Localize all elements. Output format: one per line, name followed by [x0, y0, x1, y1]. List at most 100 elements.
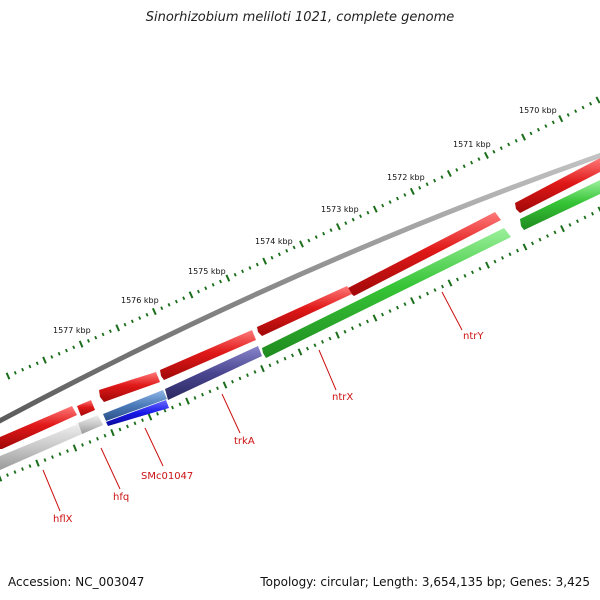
minor-tick — [238, 376, 242, 381]
minor-tick — [233, 272, 237, 277]
minor-tick — [329, 228, 333, 232]
gene-reverse-hflX[interactable] — [0, 424, 82, 470]
minor-tick — [351, 217, 355, 222]
accession-text: Accession: NC_003047 — [8, 575, 145, 589]
minor-tick — [201, 392, 204, 397]
minor-tick — [581, 105, 585, 110]
major-tick — [188, 291, 194, 299]
minor-tick — [322, 231, 326, 236]
major-tick — [522, 243, 528, 251]
gene-label-ntrY[interactable]: ntrY — [463, 331, 484, 342]
minor-tick — [178, 402, 182, 407]
minor-tick — [241, 269, 245, 274]
minor-tick — [470, 270, 475, 275]
major-tick — [597, 206, 600, 213]
major-tick — [446, 169, 452, 178]
minor-tick — [204, 286, 208, 291]
gene-forward-3[interactable] — [257, 286, 352, 336]
minor-tick — [492, 149, 496, 154]
major-tick — [185, 397, 190, 405]
minor-tick — [320, 340, 325, 344]
tick-label-1570: 1570 kbp — [519, 106, 557, 115]
minor-tick — [133, 421, 137, 426]
gene-reverse-SMc01047[interactable] — [106, 400, 169, 426]
minor-tick — [72, 345, 76, 350]
leader-line-trkA — [221, 393, 241, 434]
major-tick — [151, 307, 157, 316]
major-tick — [335, 331, 340, 339]
major-tick — [299, 240, 304, 248]
minor-tick — [493, 259, 497, 264]
gene-forward-7[interactable] — [0, 406, 77, 449]
tick-label-1574: 1574 kbp — [255, 237, 293, 246]
gene-labels: ntrY ntrX trkA SMc01047 hfq hflX — [42, 291, 484, 525]
minor-tick — [395, 196, 400, 201]
minor-tick — [231, 379, 234, 384]
leader-line-hflX — [42, 469, 61, 512]
gene-reverse-steelblue[interactable] — [103, 390, 167, 421]
gene-label-ntrX[interactable]: ntrX — [332, 392, 353, 403]
gene-reverse-hfq[interactable] — [78, 415, 103, 434]
minor-tick — [283, 356, 287, 361]
gene-forward-1[interactable] — [515, 158, 600, 213]
gene-reverse-ntrY[interactable] — [520, 180, 600, 230]
major-tick — [372, 205, 378, 213]
major-tick — [521, 133, 526, 141]
major-tick — [262, 257, 268, 265]
gene-forward-5[interactable] — [99, 372, 160, 402]
major-tick — [484, 151, 489, 159]
minor-tick — [57, 351, 61, 356]
minor-tick — [6, 473, 9, 477]
minor-tick — [566, 113, 570, 117]
gene-label-hfq[interactable]: hfq — [113, 492, 129, 503]
minor-tick — [21, 467, 24, 471]
genome-title: Sinorhizobium meliloti 1021, complete ge… — [145, 10, 455, 25]
minor-tick — [86, 339, 90, 343]
minor-tick — [253, 370, 257, 374]
minor-tick — [515, 248, 520, 253]
major-tick — [0, 475, 3, 482]
minor-tick — [163, 408, 167, 413]
major-tick — [147, 413, 153, 421]
minor-tick — [285, 249, 289, 253]
minor-tick — [126, 424, 129, 429]
gene-forward-4[interactable] — [160, 330, 256, 380]
minor-tick — [58, 452, 62, 456]
minor-tick — [544, 124, 548, 128]
minor-tick — [344, 221, 348, 225]
minor-tick — [583, 215, 587, 220]
gene-label-SMc01047[interactable]: SMc01047 — [141, 471, 193, 482]
major-tick — [595, 96, 600, 104]
reverse-strand-genes — [0, 180, 600, 470]
gene-label-hflX[interactable]: hflX — [53, 514, 73, 525]
tick-label-1576: 1576 kbp — [121, 296, 159, 305]
major-tick — [5, 372, 11, 380]
gene-forward-2[interactable] — [348, 212, 501, 296]
minor-tick — [182, 296, 186, 301]
minor-tick — [94, 335, 98, 340]
gene-reverse-ntrX[interactable] — [262, 228, 511, 358]
gene-label-trkA[interactable]: trkA — [234, 436, 255, 447]
minor-tick — [314, 235, 318, 239]
gene-forward-6[interactable] — [77, 400, 95, 416]
major-tick — [409, 187, 415, 196]
major-tick — [560, 225, 565, 233]
minor-tick — [388, 309, 392, 313]
minor-tick — [118, 427, 122, 432]
minor-tick — [13, 470, 17, 474]
minor-tick — [123, 322, 127, 327]
minor-tick — [359, 214, 363, 218]
outer-tick-marks — [5, 96, 600, 380]
minor-tick — [141, 418, 144, 422]
tick-label-1577: 1577 kbp — [53, 326, 91, 335]
gene-reverse-trkA[interactable] — [165, 346, 262, 400]
minor-tick — [358, 323, 362, 327]
minor-tick — [529, 131, 533, 136]
minor-tick — [553, 230, 557, 235]
minor-tick — [590, 211, 595, 216]
major-tick — [297, 348, 303, 356]
major-tick — [35, 459, 40, 467]
minor-tick — [51, 455, 54, 459]
minor-tick — [418, 186, 422, 190]
minor-tick — [380, 312, 385, 317]
